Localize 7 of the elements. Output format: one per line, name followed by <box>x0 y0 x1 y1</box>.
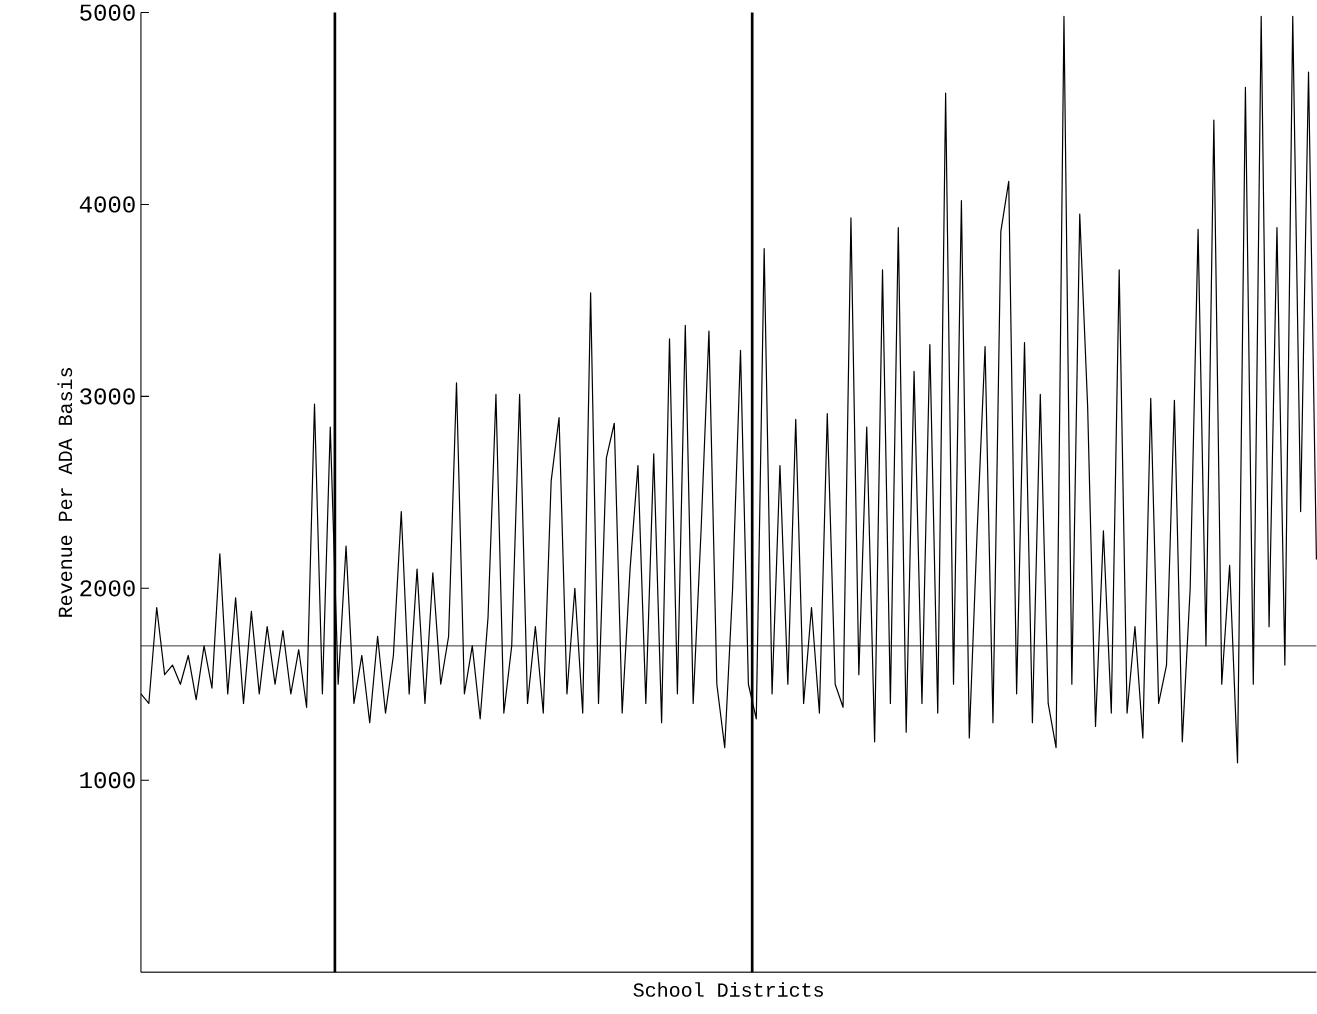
y-tick-label: 4000 <box>79 196 135 213</box>
y-axis-title: Revenue Per ADA Basis <box>57 368 73 617</box>
x-axis-title: School Districts <box>633 982 823 997</box>
y-tick-label: 3000 <box>80 388 135 405</box>
y-tick-label: 5000 <box>80 4 135 21</box>
y-tick-label: 2000 <box>80 580 135 597</box>
y-tick-label: 1000 <box>80 772 135 789</box>
